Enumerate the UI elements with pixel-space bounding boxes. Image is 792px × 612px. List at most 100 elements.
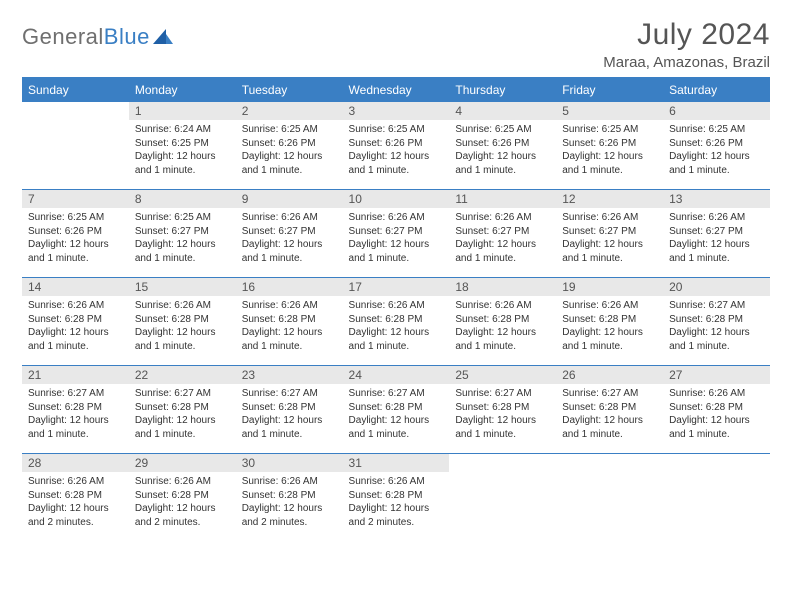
calendar-cell: 23Sunrise: 6:27 AMSunset: 6:28 PMDayligh… xyxy=(236,365,343,453)
calendar-cell xyxy=(22,101,129,189)
day-details: Sunrise: 6:26 AMSunset: 6:27 PMDaylight:… xyxy=(236,208,343,269)
weekday-header: Tuesday xyxy=(236,79,343,101)
day-number: 23 xyxy=(236,365,343,384)
day-details: Sunrise: 6:25 AMSunset: 6:26 PMDaylight:… xyxy=(343,120,450,181)
day-details: Sunrise: 6:26 AMSunset: 6:28 PMDaylight:… xyxy=(129,472,236,533)
day-number-empty xyxy=(449,453,556,469)
calendar-cell: 13Sunrise: 6:26 AMSunset: 6:27 PMDayligh… xyxy=(663,189,770,277)
day-details: Sunrise: 6:25 AMSunset: 6:26 PMDaylight:… xyxy=(236,120,343,181)
day-number: 31 xyxy=(343,453,450,472)
day-details: Sunrise: 6:27 AMSunset: 6:28 PMDaylight:… xyxy=(556,384,663,445)
brand-sail-icon xyxy=(152,28,174,46)
brand-part2: Blue xyxy=(104,24,150,50)
calendar-cell: 6Sunrise: 6:25 AMSunset: 6:26 PMDaylight… xyxy=(663,101,770,189)
weekday-header: Monday xyxy=(129,79,236,101)
day-details: Sunrise: 6:26 AMSunset: 6:28 PMDaylight:… xyxy=(556,296,663,357)
day-number: 17 xyxy=(343,277,450,296)
day-details: Sunrise: 6:27 AMSunset: 6:28 PMDaylight:… xyxy=(22,384,129,445)
calendar-cell: 30Sunrise: 6:26 AMSunset: 6:28 PMDayligh… xyxy=(236,453,343,541)
day-number: 4 xyxy=(449,101,556,120)
weekday-header: Wednesday xyxy=(343,79,450,101)
month-title: July 2024 xyxy=(603,18,770,52)
day-number-empty xyxy=(22,101,129,117)
calendar-row: 14Sunrise: 6:26 AMSunset: 6:28 PMDayligh… xyxy=(22,277,770,365)
weekday-header: Sunday xyxy=(22,79,129,101)
day-details: Sunrise: 6:26 AMSunset: 6:28 PMDaylight:… xyxy=(129,296,236,357)
day-details: Sunrise: 6:26 AMSunset: 6:28 PMDaylight:… xyxy=(449,296,556,357)
day-number: 5 xyxy=(556,101,663,120)
calendar-cell xyxy=(556,453,663,541)
day-number: 18 xyxy=(449,277,556,296)
calendar-cell: 27Sunrise: 6:26 AMSunset: 6:28 PMDayligh… xyxy=(663,365,770,453)
day-number: 11 xyxy=(449,189,556,208)
calendar-cell: 24Sunrise: 6:27 AMSunset: 6:28 PMDayligh… xyxy=(343,365,450,453)
day-number: 26 xyxy=(556,365,663,384)
day-details: Sunrise: 6:26 AMSunset: 6:27 PMDaylight:… xyxy=(449,208,556,269)
day-details: Sunrise: 6:25 AMSunset: 6:26 PMDaylight:… xyxy=(556,120,663,181)
calendar-cell: 1Sunrise: 6:24 AMSunset: 6:25 PMDaylight… xyxy=(129,101,236,189)
calendar-row: 1Sunrise: 6:24 AMSunset: 6:25 PMDaylight… xyxy=(22,101,770,189)
calendar-cell: 19Sunrise: 6:26 AMSunset: 6:28 PMDayligh… xyxy=(556,277,663,365)
calendar-table: SundayMondayTuesdayWednesdayThursdayFrid… xyxy=(22,79,770,541)
day-number-empty xyxy=(556,453,663,469)
calendar-row: 28Sunrise: 6:26 AMSunset: 6:28 PMDayligh… xyxy=(22,453,770,541)
weekday-header: Friday xyxy=(556,79,663,101)
day-details: Sunrise: 6:26 AMSunset: 6:28 PMDaylight:… xyxy=(236,296,343,357)
day-number: 24 xyxy=(343,365,450,384)
calendar-cell: 9Sunrise: 6:26 AMSunset: 6:27 PMDaylight… xyxy=(236,189,343,277)
day-details: Sunrise: 6:26 AMSunset: 6:28 PMDaylight:… xyxy=(22,296,129,357)
day-number: 19 xyxy=(556,277,663,296)
calendar-cell: 15Sunrise: 6:26 AMSunset: 6:28 PMDayligh… xyxy=(129,277,236,365)
calendar-cell: 22Sunrise: 6:27 AMSunset: 6:28 PMDayligh… xyxy=(129,365,236,453)
day-number: 1 xyxy=(129,101,236,120)
brand-logo: GeneralBlue xyxy=(22,18,174,50)
day-number: 9 xyxy=(236,189,343,208)
calendar-cell: 31Sunrise: 6:26 AMSunset: 6:28 PMDayligh… xyxy=(343,453,450,541)
calendar-cell: 3Sunrise: 6:25 AMSunset: 6:26 PMDaylight… xyxy=(343,101,450,189)
calendar-cell: 28Sunrise: 6:26 AMSunset: 6:28 PMDayligh… xyxy=(22,453,129,541)
day-details: Sunrise: 6:26 AMSunset: 6:28 PMDaylight:… xyxy=(22,472,129,533)
day-details: Sunrise: 6:26 AMSunset: 6:28 PMDaylight:… xyxy=(343,296,450,357)
calendar-cell: 20Sunrise: 6:27 AMSunset: 6:28 PMDayligh… xyxy=(663,277,770,365)
calendar-cell: 2Sunrise: 6:25 AMSunset: 6:26 PMDaylight… xyxy=(236,101,343,189)
calendar-cell: 16Sunrise: 6:26 AMSunset: 6:28 PMDayligh… xyxy=(236,277,343,365)
header: GeneralBlue July 2024 Maraa, Amazonas, B… xyxy=(22,18,770,71)
brand-part1: General xyxy=(22,24,104,50)
day-number: 13 xyxy=(663,189,770,208)
calendar-cell: 21Sunrise: 6:27 AMSunset: 6:28 PMDayligh… xyxy=(22,365,129,453)
day-details: Sunrise: 6:27 AMSunset: 6:28 PMDaylight:… xyxy=(343,384,450,445)
day-number: 8 xyxy=(129,189,236,208)
day-number: 29 xyxy=(129,453,236,472)
day-details: Sunrise: 6:27 AMSunset: 6:28 PMDaylight:… xyxy=(449,384,556,445)
calendar-row: 7Sunrise: 6:25 AMSunset: 6:26 PMDaylight… xyxy=(22,189,770,277)
calendar-cell: 8Sunrise: 6:25 AMSunset: 6:27 PMDaylight… xyxy=(129,189,236,277)
day-number: 30 xyxy=(236,453,343,472)
title-block: July 2024 Maraa, Amazonas, Brazil xyxy=(603,18,770,71)
day-number: 14 xyxy=(22,277,129,296)
day-number: 28 xyxy=(22,453,129,472)
day-details: Sunrise: 6:24 AMSunset: 6:25 PMDaylight:… xyxy=(129,120,236,181)
weekday-row: SundayMondayTuesdayWednesdayThursdayFrid… xyxy=(22,79,770,101)
calendar-body: 1Sunrise: 6:24 AMSunset: 6:25 PMDaylight… xyxy=(22,101,770,541)
day-number: 2 xyxy=(236,101,343,120)
day-details: Sunrise: 6:27 AMSunset: 6:28 PMDaylight:… xyxy=(129,384,236,445)
calendar-cell: 18Sunrise: 6:26 AMSunset: 6:28 PMDayligh… xyxy=(449,277,556,365)
day-details: Sunrise: 6:27 AMSunset: 6:28 PMDaylight:… xyxy=(236,384,343,445)
day-number: 6 xyxy=(663,101,770,120)
day-number: 10 xyxy=(343,189,450,208)
calendar-cell: 29Sunrise: 6:26 AMSunset: 6:28 PMDayligh… xyxy=(129,453,236,541)
weekday-header: Saturday xyxy=(663,79,770,101)
day-details: Sunrise: 6:26 AMSunset: 6:28 PMDaylight:… xyxy=(343,472,450,533)
calendar-thead: SundayMondayTuesdayWednesdayThursdayFrid… xyxy=(22,79,770,101)
weekday-header: Thursday xyxy=(449,79,556,101)
day-number: 7 xyxy=(22,189,129,208)
day-details: Sunrise: 6:26 AMSunset: 6:27 PMDaylight:… xyxy=(556,208,663,269)
calendar-cell: 26Sunrise: 6:27 AMSunset: 6:28 PMDayligh… xyxy=(556,365,663,453)
day-details: Sunrise: 6:25 AMSunset: 6:26 PMDaylight:… xyxy=(22,208,129,269)
calendar-cell: 17Sunrise: 6:26 AMSunset: 6:28 PMDayligh… xyxy=(343,277,450,365)
calendar-cell: 25Sunrise: 6:27 AMSunset: 6:28 PMDayligh… xyxy=(449,365,556,453)
day-details: Sunrise: 6:25 AMSunset: 6:27 PMDaylight:… xyxy=(129,208,236,269)
day-number-empty xyxy=(663,453,770,469)
location-text: Maraa, Amazonas, Brazil xyxy=(603,54,770,71)
day-number: 25 xyxy=(449,365,556,384)
